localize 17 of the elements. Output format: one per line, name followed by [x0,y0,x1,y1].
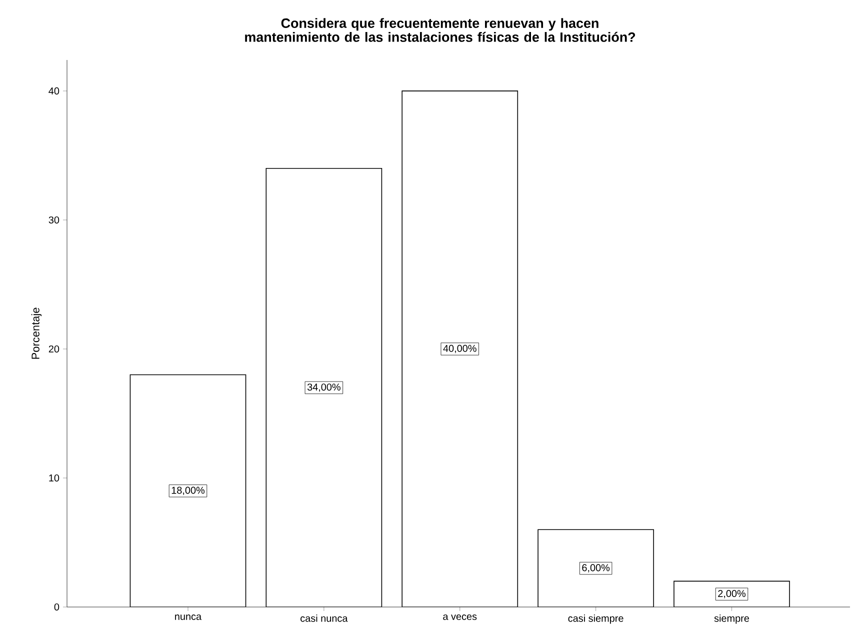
data-label: 40,00% [443,344,476,354]
data-label: 2,00% [718,590,746,598]
x-tick-label: a veces [443,614,477,620]
data-label: 6,00% [582,564,610,572]
x-tick-label: nunca [175,614,202,620]
data-label: 18,00% [172,486,205,496]
y-axis-title: Porcentaje [31,308,42,359]
data-label: 34,00% [307,384,340,392]
x-tick-label: casi nunca [300,614,348,622]
x-tick-label: casi siempre [568,614,624,624]
y-tick-label: 30 [48,216,60,224]
y-tick-label: 20 [48,345,60,352]
y-tick-label: 40 [48,87,60,94]
x-tick-label: siempre [714,614,750,624]
y-tick-label: 0 [54,603,60,611]
chart-title: Considera que frecuentemente renuevan y hacen mantenimiento de las instalaciones físicas de la Institución? [245,18,636,42]
y-tick-label: 10 [49,474,60,482]
